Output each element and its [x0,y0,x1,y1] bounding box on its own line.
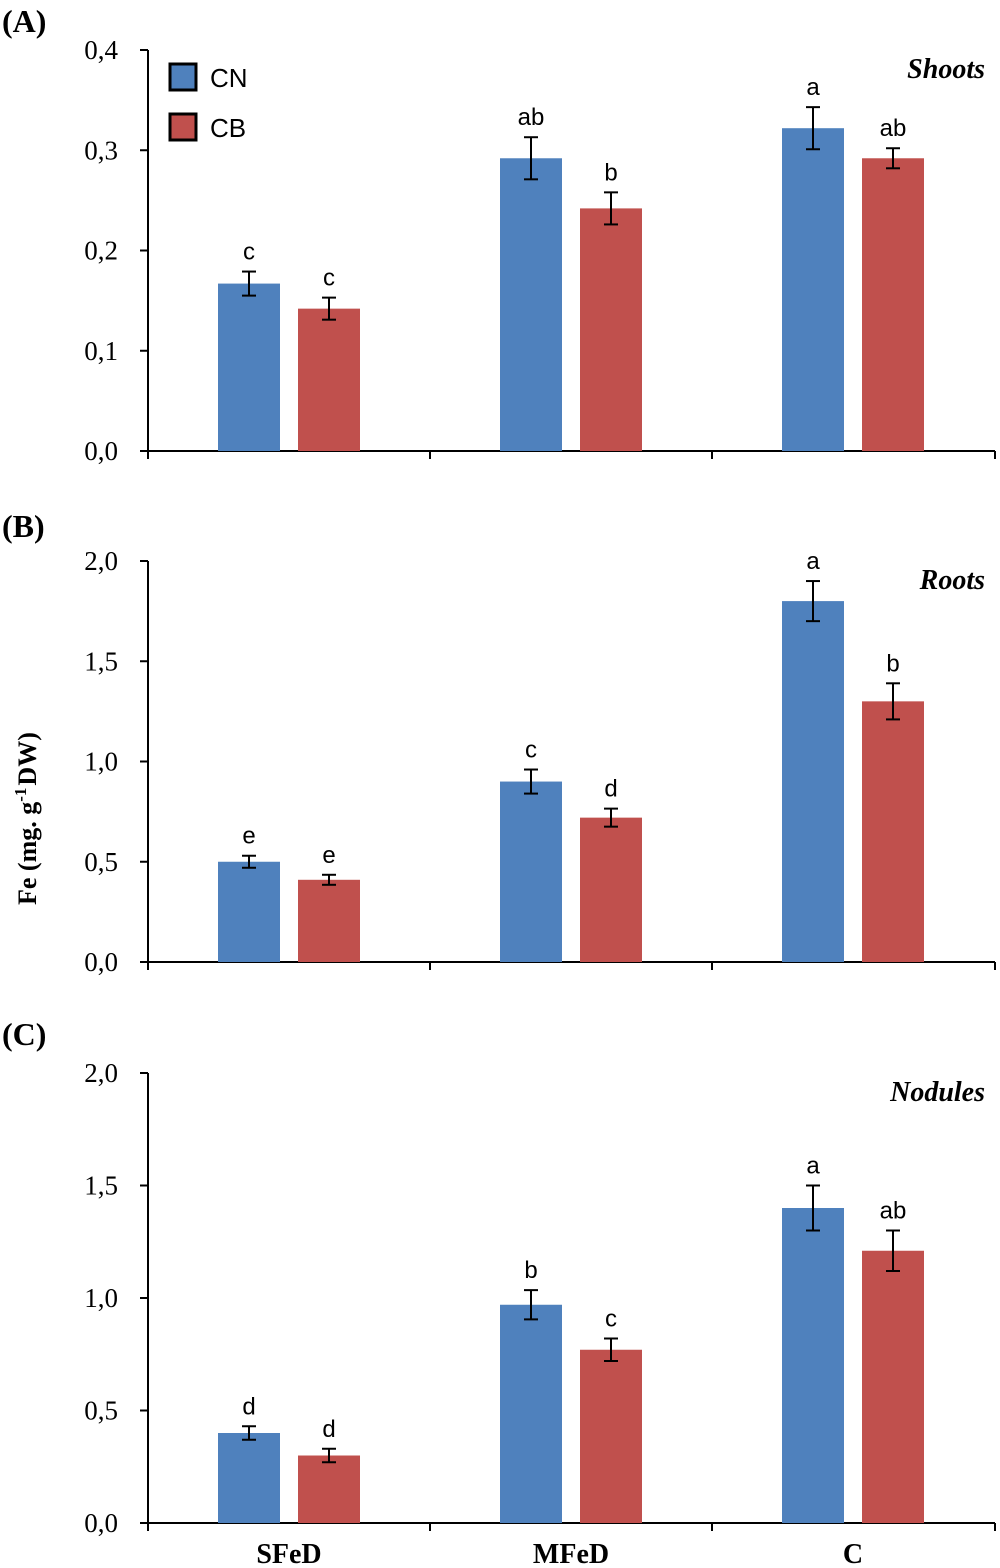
y-tick-label: 2,0 [84,546,118,576]
bar-cn-mfed [500,781,562,962]
bar-cn-mfed [500,1304,562,1523]
bar-cn-c [782,128,844,451]
bar-cb-sfed [298,308,360,451]
y-tick-label: 0,4 [84,35,118,65]
panel-title: Nodules [889,1077,985,1108]
y-tick-label: 1,0 [84,747,118,777]
chart-panel-2: (B) Roots 0,0 0,5 1,0 1,5 2,0 e c a e d b [2,508,996,977]
bar-cb-c [862,158,924,451]
y-tick-label: 0,0 [84,947,118,977]
y-tick-label: 2,0 [84,1058,118,1088]
significance-letter: c [243,239,255,266]
y-tick-label: 0,2 [84,236,118,266]
panel-label: (A) [2,3,46,39]
significance-letter: a [806,74,820,101]
bar-cb-mfed [580,1349,642,1523]
significance-letter: c [605,1306,617,1333]
panel-label: (C) [2,1016,46,1052]
legend-swatch-cb [168,112,198,142]
y-tick-label: 0,0 [84,1508,118,1538]
significance-letter: e [242,823,255,850]
panel-title: Roots [919,565,985,596]
significance-letter: ab [880,1198,907,1225]
chart-panel-3: (C) Nodules 0,0 0,5 1,0 1,5 2,0 d b a d c ab SFeD MFeD… [2,1016,996,1568]
significance-letter: a [806,1153,820,1180]
y-tick-label: 1,5 [84,646,118,676]
bar-cn-sfed [218,861,280,962]
bar-cn-c [782,601,844,962]
legend-label: CN [210,63,248,93]
bar-cn-sfed [218,1433,280,1523]
significance-letter: d [322,1416,335,1443]
bar-cn-mfed [500,158,562,451]
chart-panel-1: (A) Shoots 0,0 0,1 0,2 0,3 0,4 c ab a c b ab CN CB [2,3,996,466]
significance-letter: b [886,650,899,677]
bar-cn-sfed [218,283,280,451]
bar-cb-mfed [580,817,642,962]
bar-cb-mfed [580,208,642,451]
significance-letter: ab [518,104,545,131]
bar-cn-c [782,1208,844,1523]
bar-cb-c [862,701,924,962]
legend: CN CB [168,62,248,143]
significance-letter: c [323,265,335,292]
y-tick-label: 0,3 [84,135,118,165]
y-tick-label: 1,0 [84,1283,118,1313]
y-tick-label: 0,5 [84,1396,118,1426]
y-axis-label: Fe (mg. g-1DW) [11,732,42,905]
significance-letter: d [604,776,617,803]
bar-cb-sfed [298,879,360,962]
x-category-label: C [843,1539,863,1568]
y-tick-label: 1,5 [84,1171,118,1201]
y-tick-label: 0,0 [84,436,118,466]
x-category-label: SFeD [256,1539,321,1568]
significance-letter: ab [880,115,907,142]
significance-letter: d [242,1393,255,1420]
y-tick-label: 0,1 [84,336,118,366]
significance-letter: b [604,159,617,186]
y-tick-label: 0,5 [84,847,118,877]
legend-swatch-cn [168,62,198,92]
panel-title: Shoots [907,54,985,85]
panel-label: (B) [2,508,45,544]
svg-text:Fe (mg. g-1DW): Fe (mg. g-1DW) [11,732,42,905]
significance-letter: b [524,1257,537,1284]
significance-letter: e [322,842,335,869]
significance-letter: c [525,737,537,764]
legend-label: CB [210,113,246,143]
x-category-label: MFeD [533,1539,609,1568]
bar-cb-sfed [298,1455,360,1523]
bar-cb-c [862,1250,924,1523]
significance-letter: a [806,548,820,575]
